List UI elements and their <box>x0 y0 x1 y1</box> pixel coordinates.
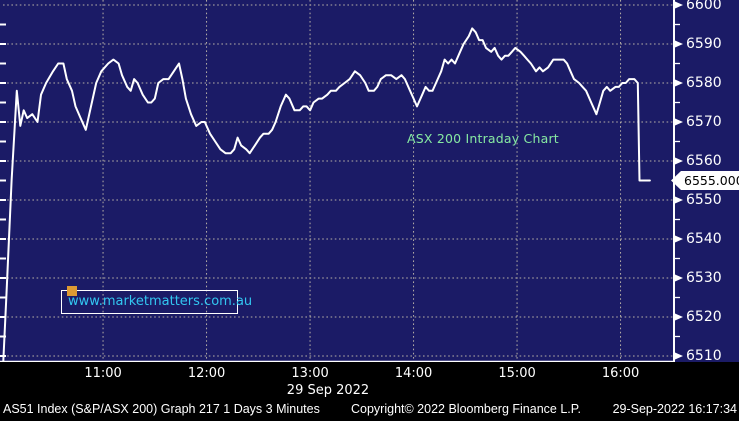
x-axis-label: 13:00 <box>291 366 329 381</box>
x-axis-region: 11:00 12:00 13:00 14:00 15:00 16:00 29 Sep 20… <box>0 362 739 421</box>
y-axis-tick-arrow <box>675 196 683 204</box>
watermark-link[interactable]: www.marketmatters.com.au <box>68 294 253 309</box>
x-axis-label: 14:00 <box>394 366 433 381</box>
intraday-line-chart <box>0 0 683 367</box>
y-axis-tick-arrow <box>675 79 683 87</box>
price-series-line <box>2 27 651 361</box>
y-axis-tick-arrow <box>675 118 683 126</box>
x-axis-label: 12:00 <box>187 366 226 381</box>
y-axis-label: 6520 <box>686 309 722 325</box>
status-copyright: Copyright© 2022 Bloomberg Finance L.P. <box>351 402 581 416</box>
status-security-description: AS51 Index (S&P/ASX 200) Graph 217 1 Day… <box>3 402 320 416</box>
status-datetime: 29-Sep-2022 16:17:34 <box>612 402 737 416</box>
status-bar: AS51 Index (S&P/ASX 200) Graph 217 1 Day… <box>0 401 739 419</box>
x-axis-label: 11:00 <box>84 366 122 381</box>
x-axis-label: 16:00 <box>601 366 640 381</box>
last-price-value: 6555.000 <box>684 173 739 188</box>
y-axis-label: 6530 <box>686 270 722 286</box>
y-axis-label: 6590 <box>686 36 722 52</box>
y-axis-label: 6600 <box>686 0 722 13</box>
y-axis-label: 6570 <box>686 114 722 130</box>
y-axis-label: 6510 <box>686 348 722 364</box>
x-axis-date-label: 29 Sep 2022 <box>286 383 370 398</box>
x-axis-label: 15:00 <box>498 366 536 381</box>
last-price-marker: 6555.000 <box>671 171 739 190</box>
chart-annotation-label: ASX 200 Intraday Chart <box>407 131 559 146</box>
y-axis-tick-arrow <box>675 313 683 321</box>
watermark-link-box[interactable]: www.marketmatters.com.au <box>61 290 253 314</box>
y-axis-tick-arrow <box>675 352 683 360</box>
y-axis-tick-arrow <box>675 157 683 165</box>
y-axis-label: 6550 <box>686 192 722 208</box>
y-axis-label: 6580 <box>686 75 722 91</box>
y-axis-tick-arrow <box>675 235 683 243</box>
y-axis-tick-arrow <box>675 274 683 282</box>
y-axis-label: 6540 <box>686 231 722 247</box>
y-axis-label: 6560 <box>686 153 722 169</box>
chart-plot-area[interactable]: ASX 200 Intraday Chart www.marketmatters… <box>0 0 739 367</box>
y-axis-tick-arrow <box>675 40 683 48</box>
watermark-handle-square <box>67 286 77 296</box>
y-axis-tick-arrow <box>675 1 683 9</box>
